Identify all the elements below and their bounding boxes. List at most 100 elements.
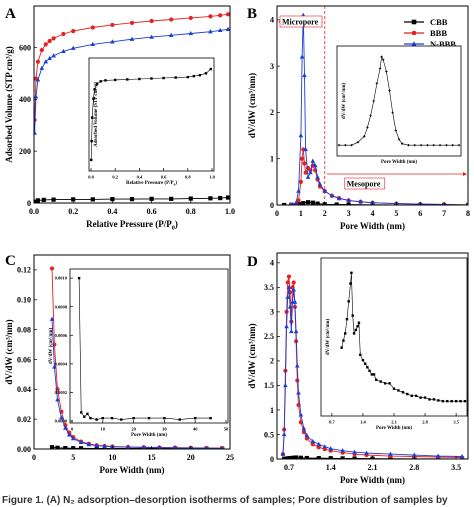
panel-a-point (35, 198, 41, 203)
panel-b-point (315, 174, 320, 179)
panel-c-point (94, 443, 100, 448)
panel-d-inset-point (356, 325, 359, 328)
panel-d-point (282, 456, 287, 459)
panel-b-legend-marker (411, 41, 417, 46)
panel-c-inset-point (83, 415, 86, 418)
panel-a-point (43, 59, 49, 64)
panel-c-inset-point (120, 418, 123, 421)
panel-c-point (86, 442, 92, 447)
panel-b-ytick-label: 0 (270, 201, 274, 210)
panel-a-point (110, 39, 115, 44)
panel-a-point (149, 196, 154, 201)
panel-d-point (285, 280, 290, 285)
panel-b-point (302, 161, 307, 166)
panel-b-inset-point (397, 138, 401, 141)
panel-b-point (322, 188, 328, 193)
panel-a-point (39, 65, 45, 70)
panel-d-inset-point (342, 339, 345, 342)
panel-d-inset-point (392, 387, 396, 390)
panel-b-inset-point (375, 82, 379, 85)
panel-d-inset-point (446, 399, 449, 403)
panel-c-chart: C 0 5 10 15 20 25 0.00 0.02 0.04 0.06 0.08 0.10 0.12 P… (4, 253, 234, 475)
panel-d-ylabel: dV/dW (cm³/nm) (247, 323, 257, 388)
panel-d-point (295, 378, 300, 383)
panel-c-point (63, 446, 68, 449)
panel-d-inset-point (437, 399, 440, 402)
panel-a-inset-point (209, 67, 212, 71)
panel-a-point (35, 59, 41, 64)
panel-b-inset-plot (337, 55, 461, 147)
panel-c-xtick-label: 0 (32, 453, 36, 462)
panel-a-ytick-label: 400 (19, 95, 31, 104)
figure-caption: Figure 1. (A) N₂ adsorption–desorption i… (2, 495, 448, 506)
panel-a-point (225, 195, 230, 200)
panel-d-plot-area (280, 274, 465, 459)
panel-b-ytick-label: 3 (270, 62, 274, 71)
panel-b-chart: B 0 1 2 3 4 5 6 7 8 0 1 2 3 4 Pore Width (nm) dV/dW (cm³… (247, 5, 470, 231)
panel-a-inset-xtick-label: 0.2 (112, 175, 118, 180)
panel-c-inset-point (209, 416, 212, 420)
panel-d-inset-point (397, 389, 400, 392)
panel-b-point (296, 188, 301, 193)
panel-b-inset-point (407, 143, 410, 147)
panel-a-inset-ylabel: Adsorbed Volume (STP cm³/g) (93, 82, 99, 147)
panel-a-inset-xtick-label: 0.6 (161, 175, 167, 180)
panel-b-inset-point (337, 143, 341, 147)
panel-d-point (281, 431, 287, 437)
panel-b-inset-point (380, 55, 383, 59)
panel-a-xtick-label: 0.2 (68, 207, 78, 216)
panel-d-point (293, 328, 299, 334)
panel-b-inset-point (457, 143, 461, 147)
panel-b-point (334, 202, 339, 205)
panel-b-point (282, 202, 287, 205)
panel-a-inset-point (126, 78, 129, 81)
panel-a-xtick-label: 0.4 (107, 207, 117, 216)
panel-a-point (51, 36, 56, 41)
panel-a-point (47, 38, 52, 44)
panel-b-series-line-2 (291, 15, 468, 205)
panel-b-inset-point (388, 89, 391, 92)
panel-d-xtick-label: 2.1 (368, 463, 378, 472)
panel-d-point (340, 456, 345, 459)
panel-a-inset-point (91, 116, 94, 119)
panel-a-point (110, 22, 115, 28)
panel-b-legend-label: BBB (430, 28, 447, 38)
panel-a-inset-point (204, 72, 208, 75)
panel-a-point (217, 27, 223, 33)
panel-a-point (208, 29, 213, 34)
panel-b-letter: B (247, 6, 257, 22)
panel-d-ytick-label: 4 (270, 259, 274, 268)
panel-d-point (304, 436, 309, 441)
panel-d-inset-xtick-label: 2.1 (391, 420, 397, 425)
panel-a-inset-point (138, 77, 141, 81)
panel-c-point (49, 445, 55, 449)
panel-d-point (328, 446, 334, 451)
panel-c-point (66, 432, 72, 437)
panel-b-legend-marker (411, 19, 417, 25)
panel-d-inset-point (432, 398, 436, 401)
panel-d-inset-plot (340, 271, 467, 403)
panel-d-point (316, 456, 321, 459)
panel-c-xtick-label: 10 (108, 453, 116, 462)
panel-b-point (298, 133, 304, 138)
panel-a-point (47, 55, 52, 61)
panel-a-point (129, 197, 135, 202)
panel-a-point (34, 199, 38, 203)
panel-b-inset-point (378, 67, 382, 70)
panel-d-ytick-label: 3.5 (264, 283, 274, 292)
panel-d-point (304, 455, 309, 459)
panel-d-point (310, 442, 315, 447)
panel-c-point (204, 445, 209, 449)
panel-c-plot-area (49, 266, 225, 449)
panel-d-point (304, 432, 310, 438)
panel-b-legend-label: N-BBB (430, 39, 456, 49)
panel-c-ytick-label: 0.04 (17, 385, 31, 394)
panel-d-inset-point (354, 328, 358, 332)
panel-d-point (291, 287, 297, 292)
panel-a-ytick-label: 200 (19, 147, 31, 156)
panel-d-inset-point (410, 394, 413, 398)
panel-d-inset-point (388, 382, 391, 385)
panel-d-inset-point (414, 394, 418, 398)
panel-a-ytick-label: 0 (27, 199, 31, 208)
panel-d-point (284, 324, 289, 329)
